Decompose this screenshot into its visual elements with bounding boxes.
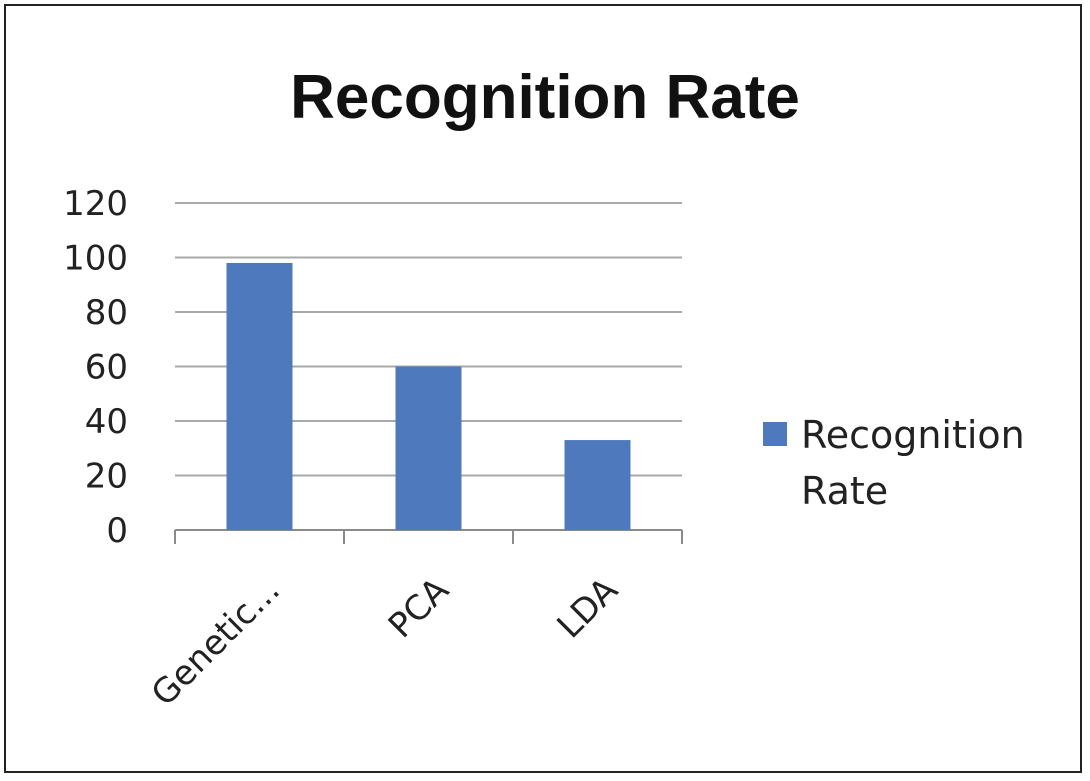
- y-tick-label: 40: [85, 402, 128, 442]
- y-tick-label: 100: [63, 239, 128, 279]
- bar: [226, 262, 293, 530]
- y-tick-label: 20: [85, 457, 128, 497]
- legend: Recognition Rate: [763, 413, 1025, 513]
- x-category-label: LDA: [550, 570, 626, 646]
- bar: [395, 366, 462, 530]
- y-tick-label: 60: [85, 348, 128, 388]
- y-tick-label: 0: [106, 511, 128, 551]
- x-axis-labels: Genetic... PCA LDA: [144, 570, 626, 714]
- legend-label: Recognition: [801, 413, 1025, 457]
- chart-frame: [4, 4, 1082, 773]
- bar: [564, 440, 631, 530]
- y-axis-ticks: 0 20 40 60 80 100 120: [63, 184, 128, 551]
- legend-label: Rate: [801, 469, 888, 513]
- x-category-label: Genetic...: [144, 570, 288, 714]
- bars: [226, 262, 631, 530]
- x-category-label: PCA: [381, 570, 457, 646]
- x-axis: [174, 530, 683, 544]
- y-tick-label: 120: [63, 184, 128, 224]
- chart-title: Recognition Rate: [290, 63, 800, 132]
- y-tick-label: 80: [85, 293, 128, 333]
- legend-swatch: [763, 422, 787, 446]
